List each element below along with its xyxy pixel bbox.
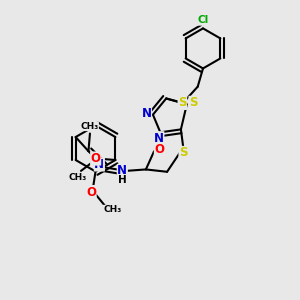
- Text: N: N: [117, 164, 127, 177]
- Text: CH₃: CH₃: [103, 205, 122, 214]
- Text: CH₃: CH₃: [68, 173, 87, 182]
- Text: O: O: [91, 152, 101, 165]
- Text: O: O: [154, 143, 164, 156]
- Text: S: S: [189, 96, 197, 110]
- Text: N: N: [154, 132, 164, 145]
- Text: CH₃: CH₃: [80, 122, 98, 130]
- Text: S: S: [178, 96, 187, 110]
- Text: N: N: [142, 107, 152, 120]
- Text: H: H: [118, 175, 127, 185]
- Text: S: S: [179, 146, 188, 159]
- Text: O: O: [86, 186, 96, 199]
- Text: Cl: Cl: [197, 15, 208, 25]
- Text: N: N: [94, 158, 104, 171]
